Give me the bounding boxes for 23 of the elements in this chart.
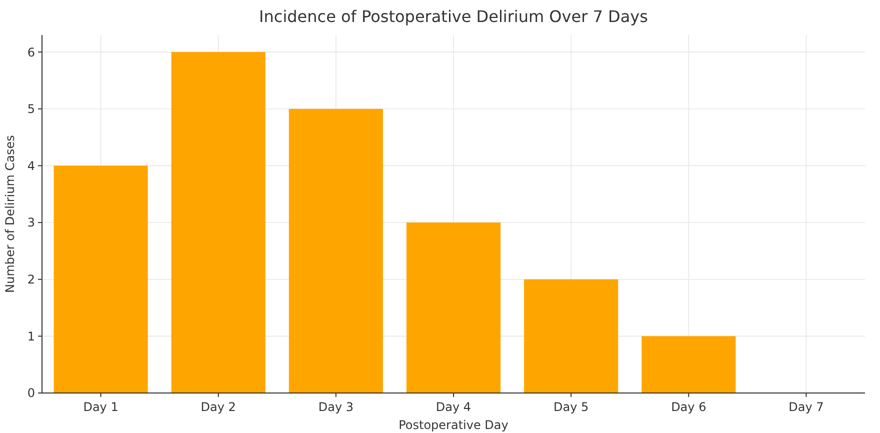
bar: [171, 52, 266, 393]
y-tick-label: 6: [27, 45, 35, 60]
x-tick-label: Day 3: [318, 400, 354, 414]
x-tick-label: Day 6: [671, 400, 706, 414]
bar: [524, 279, 618, 393]
x-tick-label: Day 2: [200, 400, 236, 414]
x-tick-label: Day 7: [788, 400, 824, 414]
y-tick-label: 1: [27, 329, 35, 344]
x-axis-title: Postoperative Day: [398, 418, 508, 432]
y-tick-label: 0: [27, 386, 35, 400]
y-tick-label: 4: [27, 158, 35, 173]
bar: [642, 336, 736, 393]
y-axis-title: Number of Delirium Cases: [3, 135, 17, 293]
y-tick-label: 3: [27, 216, 35, 230]
y-tick-label: 2: [27, 272, 35, 287]
bar: [288, 108, 383, 393]
bar: [54, 166, 148, 393]
bar: [406, 222, 501, 393]
y-tick-label: 5: [27, 102, 35, 116]
x-tick-label: Day 4: [436, 400, 472, 414]
x-tick-label: Day 5: [553, 400, 589, 414]
x-tick-label: Day 1: [83, 400, 118, 414]
chart-title: Incidence of Postoperative Delirium Over 7 Days: [259, 7, 648, 26]
